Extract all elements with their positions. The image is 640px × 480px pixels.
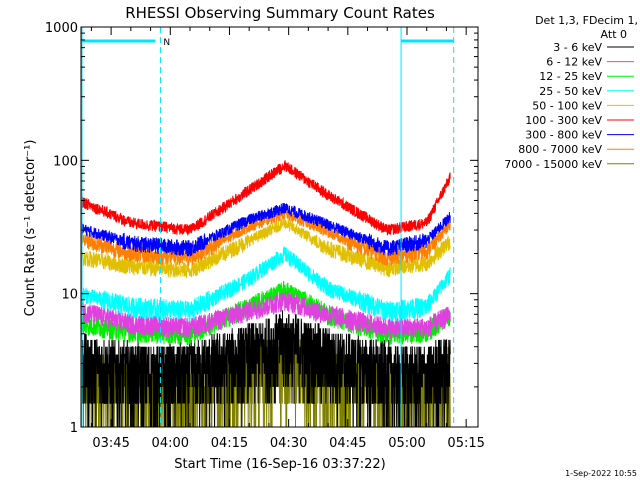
chart-title: RHESSI Observing Summary Count Rates <box>125 4 435 22</box>
legend-label: 100 - 300 keV <box>525 114 602 127</box>
x-tick-label: 04:00 <box>152 436 189 451</box>
y-tick-label: 10 <box>61 288 78 303</box>
legend-label: 3 - 6 keV <box>553 41 602 54</box>
x-tick-label: 04:30 <box>270 436 307 451</box>
y-axis-label: Count Rate (s⁻¹ detector⁻¹) <box>23 140 38 317</box>
series-line-5 <box>81 160 451 236</box>
x-tick-label: 05:00 <box>388 436 425 451</box>
x-axis-label: Start Time (16-Sep-16 03:37:22) <box>174 457 385 472</box>
x-tick-label: 03:45 <box>92 436 129 451</box>
series-line-4 <box>81 218 451 278</box>
legend-label: 25 - 50 keV <box>539 85 602 98</box>
legend-label: 50 - 100 keV <box>532 99 602 112</box>
series-lines <box>81 160 451 427</box>
legend-label: 800 - 7000 keV <box>518 143 602 156</box>
y-tick-label: 1 <box>70 421 78 436</box>
x-tick-label: 05:15 <box>447 436 484 451</box>
timestamp-label: 1-Sep-2022 10:55 <box>565 469 637 478</box>
legend-label: 6 - 12 keV <box>546 56 602 69</box>
series-line-0 <box>81 310 451 427</box>
legend-label: 7000 - 15000 keV <box>504 158 602 171</box>
legend-label: 12 - 25 keV <box>539 70 602 83</box>
series-line-1 <box>81 290 451 339</box>
plot-area: N 1 10 100 1000 03:45 04:00 04:15 04:30 04:45 05:0… <box>45 21 485 451</box>
y-tick-label: 1000 <box>45 21 78 36</box>
x-tick-label: 04:45 <box>329 436 366 451</box>
night-flag-label: N <box>163 38 170 48</box>
x-tick-label: 04:15 <box>211 436 248 451</box>
series-line-3 <box>81 246 451 322</box>
y-tick-label: 100 <box>53 154 78 169</box>
plot-frame <box>80 26 479 428</box>
legend-header-line-2: Att 0 <box>601 28 627 41</box>
series-line-2 <box>81 280 451 346</box>
legend: Det 1,3, FDecim 1,Att 03 - 6 keV 6 - 12 k… <box>504 14 638 171</box>
legend-label: 300 - 800 keV <box>525 129 602 142</box>
legend-header-line-1: Det 1,3, FDecim 1, <box>535 14 638 27</box>
series-line-6 <box>81 203 451 257</box>
